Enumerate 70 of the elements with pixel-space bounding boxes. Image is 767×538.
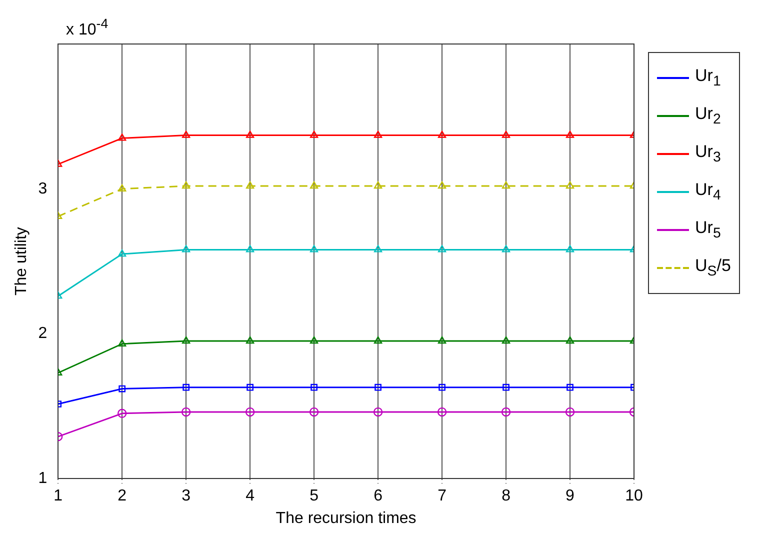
point [438,181,446,189]
x-tick-label: 2 [118,488,127,505]
point [117,408,127,418]
point [310,181,318,189]
x-tick-label: 6 [374,488,383,505]
point [374,384,382,391]
x-tick-label: 3 [182,488,191,505]
point [438,384,446,391]
point [438,336,446,344]
point [438,245,446,252]
point [246,130,254,138]
legend-label: U$_{S}$/5 [695,256,731,280]
point [182,130,190,138]
point [310,336,318,344]
point [502,384,510,391]
legend-label: Ur$_{1}$ [695,66,721,90]
x-tick-label: 7 [438,488,447,505]
point [246,384,254,391]
point [246,336,254,344]
point [245,407,255,417]
point [566,336,574,344]
point [374,245,382,252]
point [437,407,447,417]
point [566,181,574,189]
point [374,336,382,344]
point [118,339,126,346]
point [310,384,318,391]
point [118,134,126,141]
y-axis-title: The utility [13,227,30,296]
legend-label: Ur$_{4}$ [695,180,721,204]
point [502,245,510,252]
point [438,130,446,138]
point [310,130,318,138]
point [182,245,190,252]
x-axis-title: The recursion times [276,510,416,527]
legend-label: Ur$_{2}$ [695,104,721,128]
x-tick-label: 5 [310,488,319,505]
point [502,130,510,138]
point [118,385,126,392]
point [181,407,191,417]
point [565,407,575,417]
point [310,245,318,252]
y-tick-label: 3 [38,180,48,198]
point [309,407,319,417]
point [566,130,574,138]
point [246,181,254,189]
x-tick-label: 4 [246,488,255,505]
point [118,249,126,257]
y-tick-label: 2 [38,325,48,342]
x-tick-label: 9 [566,488,575,505]
y-tick-label: 1 [38,470,48,488]
point [374,181,382,189]
x-tick-label: 1 [54,488,63,505]
legend-label: Ur$_{3}$ [695,142,721,166]
point [502,181,510,189]
x-tick-label: 10 [625,488,643,505]
point [566,384,574,391]
legend-label: Ur$_{5}$ [695,218,721,242]
point [374,130,382,138]
point [502,336,510,344]
point [566,245,574,252]
point [246,245,254,252]
point [182,384,190,391]
point [118,184,126,192]
point [373,407,383,417]
x-tick-label: 8 [502,488,511,505]
text: x 10$^{-4}$ [66,16,108,40]
point [501,407,511,417]
point [182,336,190,344]
point [182,181,190,189]
